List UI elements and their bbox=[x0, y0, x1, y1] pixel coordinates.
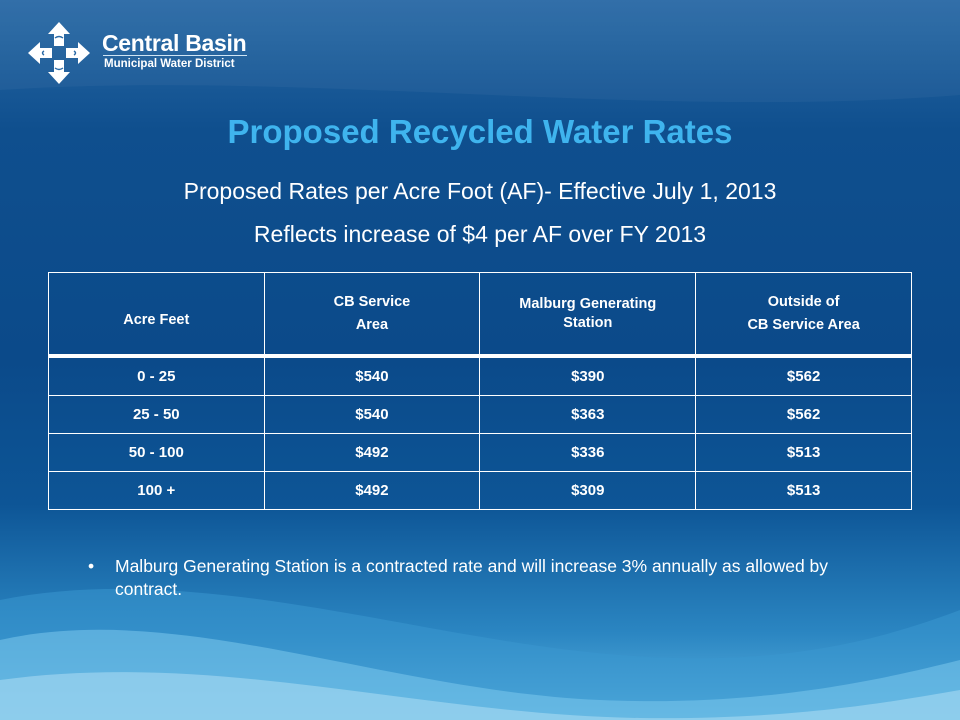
cell-acre-feet: 0 - 25 bbox=[48, 355, 265, 396]
header-acre-feet-line: Acre Feet bbox=[123, 312, 190, 328]
bullet-dot-icon: • bbox=[88, 556, 95, 576]
logo-divider bbox=[103, 55, 247, 56]
note-bullet-text: Malburg Generating Station is a contract… bbox=[115, 556, 829, 599]
table-row: 25 - 50 $540 $363 $562 bbox=[48, 395, 912, 434]
cell-acre-feet: 100 + bbox=[48, 471, 265, 510]
table-header-row: Acre Feet CB Service Area Malburg Genera… bbox=[48, 272, 912, 357]
header-malburg: Malburg Generating Station bbox=[479, 272, 697, 357]
cell-acre-feet: 25 - 50 bbox=[48, 395, 265, 434]
logo-arrows-icon bbox=[28, 22, 90, 84]
cell-cb-service: $540 bbox=[263, 355, 481, 396]
cell-cb-service: $492 bbox=[263, 471, 481, 510]
cell-outside: $562 bbox=[695, 395, 912, 434]
header-cb-service-area: CB Service Area bbox=[263, 272, 481, 357]
rates-table: Acre Feet CB Service Area Malburg Genera… bbox=[48, 272, 912, 510]
cell-outside: $513 bbox=[695, 471, 912, 510]
slide-subtitle-effective-date: Proposed Rates per Acre Foot (AF)- Effec… bbox=[183, 178, 777, 204]
cell-cb-service: $540 bbox=[263, 395, 481, 434]
cell-malburg: $309 bbox=[479, 471, 697, 510]
table-row: 50 - 100 $492 $336 $513 bbox=[48, 433, 912, 472]
logo-subtitle: Municipal Water District bbox=[104, 58, 235, 70]
cell-acre-feet: 50 - 100 bbox=[48, 433, 265, 472]
header-acre-feet: Acre Feet bbox=[48, 272, 265, 357]
header-outside-cb: Outside of CB Service Area bbox=[695, 272, 912, 357]
header-line: Station bbox=[563, 314, 613, 331]
logo-name: Central Basin bbox=[102, 30, 247, 56]
header-line: Malburg Generating bbox=[519, 295, 657, 312]
cell-malburg: $336 bbox=[479, 433, 697, 472]
table-row: 100 + $492 $309 $513 bbox=[48, 471, 912, 510]
cell-outside: $562 bbox=[695, 355, 912, 396]
slide-title: Proposed Recycled Water Rates bbox=[227, 113, 733, 150]
table-row: 0 - 25 $540 $390 $562 bbox=[48, 355, 912, 396]
district-logo: Central Basin Municipal Water District bbox=[26, 20, 256, 90]
cell-malburg: $390 bbox=[479, 355, 697, 396]
header-line: Area bbox=[355, 316, 389, 333]
header-line: Outside of bbox=[767, 293, 840, 310]
header-line: CB Service Area bbox=[747, 316, 860, 333]
cell-cb-service: $492 bbox=[263, 433, 481, 472]
cell-malburg: $363 bbox=[479, 395, 697, 434]
slide-subtitle-increase: Reflects increase of $4 per AF over FY 2… bbox=[253, 221, 707, 247]
cell-outside: $513 bbox=[695, 433, 912, 472]
header-line: CB Service bbox=[333, 293, 411, 310]
